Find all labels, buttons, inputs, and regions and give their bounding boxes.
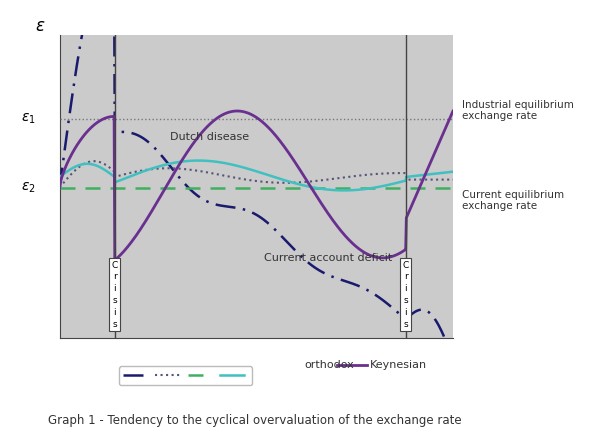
Text: $\varepsilon$: $\varepsilon$ (35, 18, 45, 35)
Text: Industrial equilibrium
exchange rate: Industrial equilibrium exchange rate (462, 100, 574, 121)
Text: C
r
i
s
i
s: C r i s i s (111, 261, 118, 329)
Text: Current account deficit: Current account deficit (264, 253, 392, 263)
Text: Current equilibrium
exchange rate: Current equilibrium exchange rate (462, 190, 564, 211)
Text: orthodox: orthodox (304, 360, 353, 370)
Legend: , , , : , , , (119, 366, 252, 385)
Text: Keynesian: Keynesian (370, 360, 427, 370)
Text: $\varepsilon_1$: $\varepsilon_1$ (21, 112, 36, 126)
Text: Dutch disease: Dutch disease (170, 132, 249, 142)
Text: C
r
i
s
i
s: C r i s i s (403, 261, 409, 329)
Text: Graph 1 - Tendency to the cyclical overvaluation of the exchange rate: Graph 1 - Tendency to the cyclical overv… (48, 414, 461, 427)
Text: $\varepsilon_2$: $\varepsilon_2$ (21, 180, 36, 195)
